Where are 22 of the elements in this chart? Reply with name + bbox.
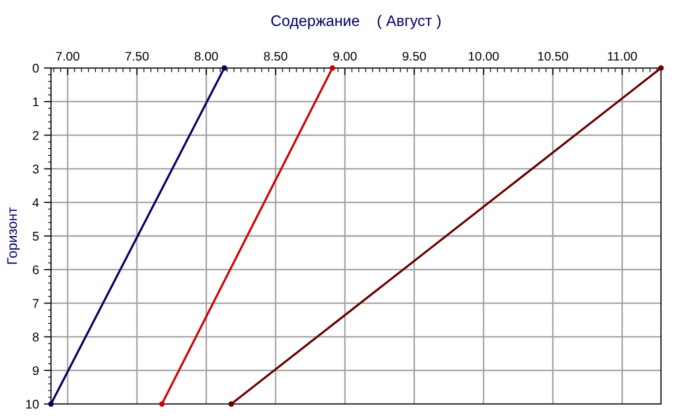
y-axis-title: Горизонт [7, 207, 20, 264]
x-tick-label: 7.00 [56, 52, 80, 61]
y-tick-label: 9 [32, 366, 39, 376]
x-tick-label: 7.50 [125, 52, 149, 61]
y-tick-label: 7 [32, 299, 39, 308]
y-tick-label: 3 [32, 164, 39, 174]
x-tick-label: 8.00 [194, 52, 218, 61]
y-tick-label: 1 [33, 98, 39, 106]
x-tick-label: 10.00 [468, 52, 499, 61]
y-tick-label: 0 [32, 64, 39, 73]
chart-title: Содержание ( Август ) [271, 14, 441, 30]
x-tick-label: 9.00 [333, 52, 357, 61]
y-tick-label: 10 [26, 400, 39, 409]
x-tick-label: 10.50 [538, 52, 568, 61]
x-tick-label: 11.00 [608, 52, 637, 61]
y-tick-label: 4 [32, 198, 39, 207]
y-tick-label: 2 [32, 131, 39, 140]
x-tick-label: 8.50 [264, 52, 288, 61]
y-tick-label: 5 [32, 232, 39, 241]
y-tick-label: 8 [32, 332, 39, 342]
y-tick-label: 6 [32, 265, 39, 274]
x-tick-label: 9.50 [402, 52, 426, 61]
